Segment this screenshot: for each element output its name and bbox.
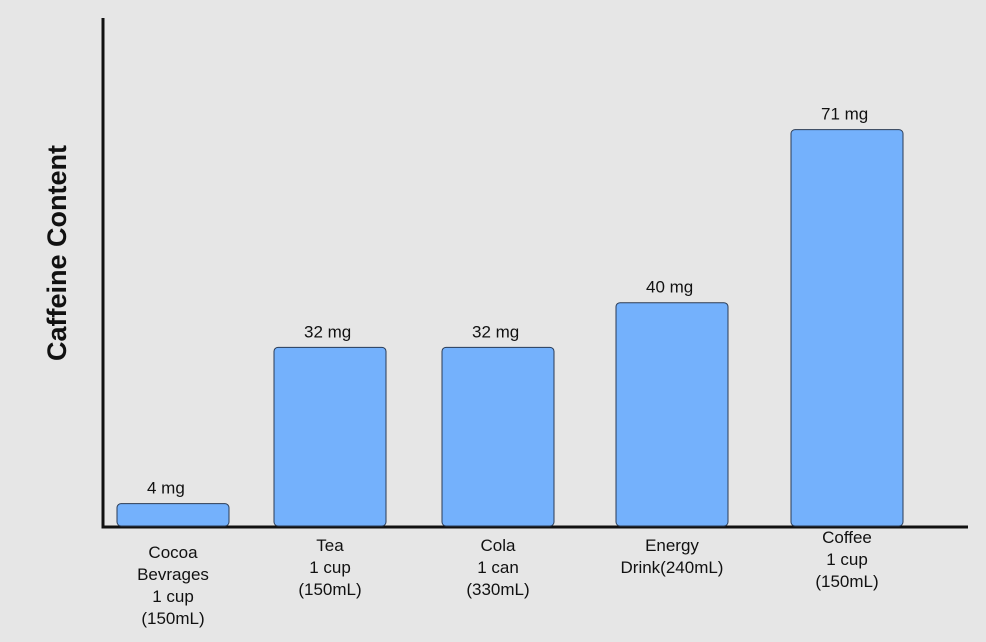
category-label-line: (150mL) bbox=[815, 572, 878, 591]
category-label-line: (330mL) bbox=[466, 580, 529, 599]
category-label-line: Tea bbox=[316, 536, 344, 555]
category-label-line: Drink(240mL) bbox=[621, 558, 724, 577]
y-axis-title: Caffeine Content bbox=[42, 145, 72, 361]
bar-3 bbox=[615, 302, 729, 527]
bar-1 bbox=[273, 346, 387, 527]
data-label-1: 32 mg bbox=[304, 322, 351, 341]
category-label-3: Energy Drink(240mL) bbox=[621, 536, 724, 577]
bars-group: 4 mg Cocoa Bevrages 1 cup (150mL) 32 mg Tea 1 c… bbox=[116, 105, 904, 628]
category-label-4: Coffee 1 cup (150mL) bbox=[815, 528, 878, 591]
bar-0 bbox=[116, 503, 230, 527]
category-label-line: Coffee bbox=[822, 528, 872, 547]
category-label-line: 1 can bbox=[477, 558, 519, 577]
data-label-0: 4 mg bbox=[147, 479, 185, 498]
bar-2 bbox=[441, 346, 555, 527]
bar-4 bbox=[790, 129, 904, 527]
category-label-line: (150mL) bbox=[141, 609, 204, 628]
category-label-2: Cola 1 can (330mL) bbox=[466, 536, 529, 599]
category-label-line: (150mL) bbox=[298, 580, 361, 599]
category-label-line: 1 cup bbox=[152, 587, 194, 606]
category-label-1: Tea 1 cup (150mL) bbox=[298, 536, 361, 599]
data-label-2: 32 mg bbox=[472, 322, 519, 341]
category-label-line: Bevrages bbox=[137, 565, 209, 584]
category-label-0: Cocoa Bevrages 1 cup (150mL) bbox=[137, 543, 209, 628]
category-label-line: Cocoa bbox=[148, 543, 198, 562]
category-label-line: 1 cup bbox=[309, 558, 351, 577]
data-label-3: 40 mg bbox=[646, 278, 693, 297]
category-label-line: Energy bbox=[645, 536, 699, 555]
category-label-line: Cola bbox=[481, 536, 517, 555]
category-label-line: 1 cup bbox=[826, 550, 868, 569]
data-label-4: 71 mg bbox=[821, 105, 868, 124]
